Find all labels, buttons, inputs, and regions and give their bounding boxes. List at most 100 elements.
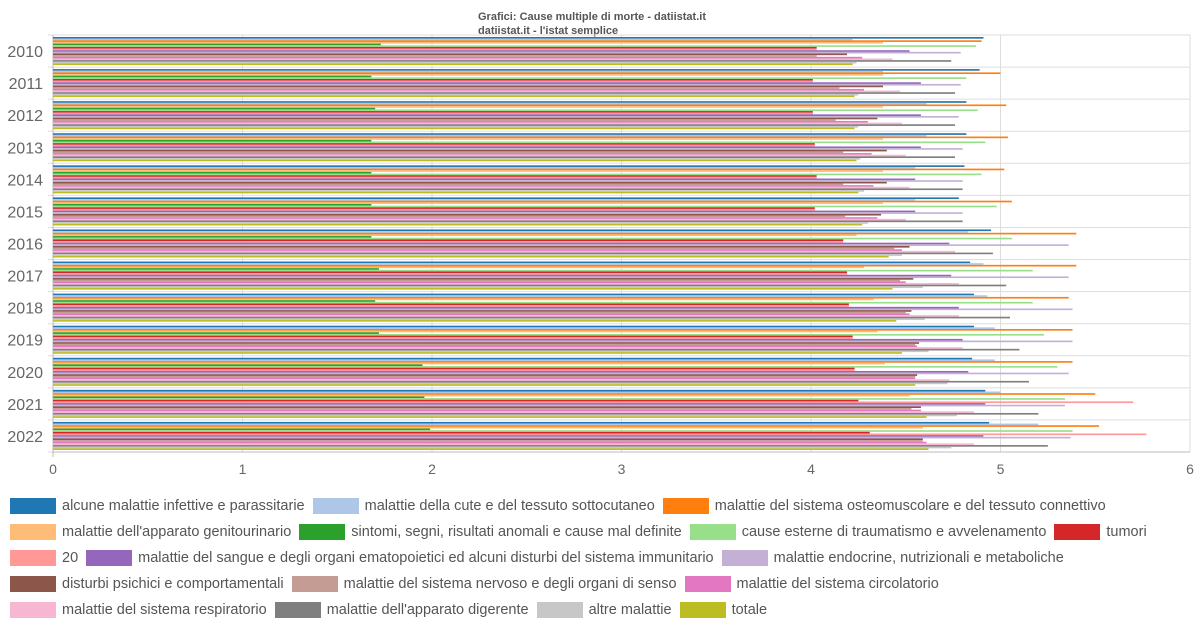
legend-item[interactable]: altre malattie bbox=[536, 601, 672, 618]
bar bbox=[53, 37, 984, 39]
bar bbox=[53, 352, 902, 354]
bar bbox=[53, 357, 973, 360]
bar bbox=[53, 428, 431, 431]
bar bbox=[53, 412, 1039, 415]
bar bbox=[53, 426, 923, 429]
legend-item[interactable]: cause esterne di traumatismo e avvelenam… bbox=[689, 523, 1046, 540]
bar bbox=[53, 328, 1073, 331]
bar bbox=[53, 359, 995, 362]
bar bbox=[53, 361, 1073, 363]
legend-swatch bbox=[10, 601, 56, 618]
bar bbox=[53, 112, 813, 115]
bar bbox=[53, 166, 916, 169]
bar bbox=[53, 186, 910, 189]
bar bbox=[53, 448, 929, 450]
legend-item[interactable]: malattie endocrine, nutrizionali e metab… bbox=[721, 549, 1064, 566]
bar bbox=[53, 375, 916, 378]
bar bbox=[53, 396, 425, 399]
chart-subtitle: datiistat.it - l'istat semplice bbox=[478, 25, 619, 37]
bar bbox=[53, 51, 961, 54]
bar bbox=[53, 170, 884, 172]
chart-title: Grafici: Cause multiple di morte - datii… bbox=[478, 11, 706, 23]
bar bbox=[53, 93, 859, 96]
legend-swatch bbox=[274, 601, 321, 618]
bar bbox=[53, 261, 971, 264]
bar bbox=[53, 300, 376, 302]
bar bbox=[53, 119, 836, 121]
x-tick-label: 4 bbox=[807, 461, 815, 477]
bar bbox=[53, 279, 901, 282]
bar bbox=[53, 416, 927, 418]
bar bbox=[53, 337, 853, 339]
legend-item[interactable]: alcune malattie infettive e parassitarie bbox=[10, 497, 305, 514]
bar bbox=[53, 244, 1069, 246]
legend-label: malattie della cute e del tessuto sottoc… bbox=[364, 497, 655, 514]
bar bbox=[53, 436, 1071, 439]
bar bbox=[53, 92, 956, 94]
bar bbox=[53, 229, 992, 232]
bar bbox=[53, 111, 813, 113]
y-tick-label: 2011 bbox=[9, 76, 44, 93]
bar bbox=[53, 364, 423, 367]
bar bbox=[53, 409, 921, 412]
legend-swatch bbox=[1054, 523, 1101, 540]
bar bbox=[53, 398, 1065, 400]
bar bbox=[53, 139, 372, 142]
bar bbox=[53, 136, 1009, 139]
bar bbox=[53, 283, 959, 285]
bar bbox=[53, 90, 901, 93]
bar bbox=[53, 236, 372, 238]
legend-item[interactable]: malattie del sistema osteomuscolare e de… bbox=[662, 497, 1106, 514]
bar bbox=[53, 74, 884, 76]
legend-item[interactable]: malattie dell'apparato digerente bbox=[274, 601, 529, 618]
bar bbox=[53, 438, 923, 441]
legend-item[interactable]: disturbi psichici e comportamentali bbox=[10, 575, 284, 592]
bar bbox=[53, 411, 974, 413]
x-tick-label: 0 bbox=[49, 461, 57, 477]
bar bbox=[53, 85, 884, 88]
bar bbox=[53, 222, 868, 224]
bar bbox=[53, 38, 853, 41]
bar bbox=[53, 223, 863, 226]
bar bbox=[53, 306, 959, 309]
bar bbox=[53, 46, 817, 49]
bar bbox=[53, 245, 910, 248]
legend-label: altre malattie bbox=[588, 601, 672, 618]
legend-item[interactable]: malattie del sangue e degli organi emato… bbox=[86, 549, 714, 566]
legend-label: disturbi psichici e comportamentali bbox=[62, 575, 284, 592]
bar bbox=[53, 231, 969, 233]
legend-item[interactable]: malattie del sistema nervoso e degli org… bbox=[291, 575, 677, 592]
bar bbox=[53, 168, 1005, 171]
y-tick-label: 2022 bbox=[7, 429, 43, 446]
y-tick-label: 2010 bbox=[7, 44, 43, 61]
bar-chart: 0 1 2 3 4 5 6 2010 2011 2012 2013 2014 2015 2016 2017 2… bbox=[7, 34, 1194, 477]
bar bbox=[53, 384, 916, 386]
bar bbox=[53, 95, 855, 98]
legend-item[interactable]: tumori bbox=[1054, 523, 1147, 540]
bar bbox=[53, 281, 906, 284]
bar bbox=[53, 165, 965, 167]
bar bbox=[53, 254, 902, 256]
bar bbox=[53, 61, 857, 64]
bar bbox=[53, 63, 853, 66]
legend-item[interactable]: 20 bbox=[10, 549, 78, 566]
legend-item[interactable]: totale bbox=[679, 601, 767, 618]
bar bbox=[53, 239, 844, 242]
legend-label: malattie del sistema respiratorio bbox=[62, 601, 267, 618]
bar bbox=[53, 303, 849, 306]
bar bbox=[53, 308, 1073, 311]
bar bbox=[53, 56, 863, 59]
legend-item[interactable]: malattie del sistema circolatorio bbox=[684, 575, 939, 592]
bar bbox=[53, 197, 959, 200]
legend-item[interactable]: malattie dell'apparato genitourinario bbox=[10, 523, 291, 540]
bar bbox=[53, 101, 967, 103]
bar bbox=[53, 176, 817, 179]
legend-item[interactable]: sintomi, segni, risultati anomali e caus… bbox=[299, 523, 682, 540]
bar bbox=[53, 234, 857, 237]
legend-item[interactable]: malattie del sistema respiratorio bbox=[10, 601, 267, 618]
legend-item[interactable]: malattie della cute e del tessuto sottoc… bbox=[312, 497, 655, 514]
bar bbox=[53, 335, 853, 338]
bar bbox=[53, 394, 910, 397]
bar bbox=[53, 263, 984, 265]
bar bbox=[53, 330, 878, 333]
